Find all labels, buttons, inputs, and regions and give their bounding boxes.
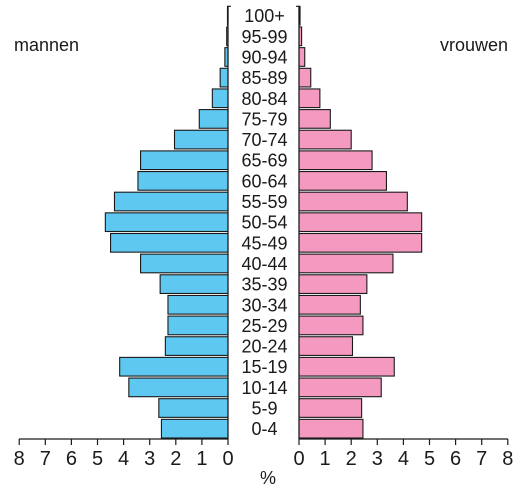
bar-vrouwen-15-19 [298,356,395,377]
left-tick-label-2: 2 [170,448,181,470]
age-label-75-79: 75-79 [241,109,287,129]
left-tick-label-4: 4 [118,448,129,470]
bar-mannen-45-49 [110,232,229,253]
right-tick-label-6: 6 [450,448,461,470]
right-tick-label-1: 1 [320,448,331,470]
right-side-label: vrouwen [440,35,508,55]
age-label-80-84: 80-84 [241,89,287,109]
age-label-65-69: 65-69 [241,151,287,171]
axes: 0 01 12 23 34 45 56 67 78 8 [14,5,513,470]
right-tick-label-5: 5 [424,448,435,470]
bar-mannen-40-44 [140,253,229,274]
bar-vrouwen-75-79 [298,109,331,129]
x-axis-unit-label: % [260,468,276,488]
right-tick-label-2: 2 [346,448,357,470]
age-label-0-4: 0-4 [251,419,277,439]
left-tick-label-1: 1 [196,448,207,470]
bar-vrouwen-70-74 [298,129,352,150]
bar-mannen-25-29 [167,315,229,336]
age-label-20-24: 20-24 [241,337,287,357]
age-label-35-39: 35-39 [241,275,287,295]
bar-mannen-85-89 [219,67,229,88]
bar-mannen-20-24 [164,336,229,356]
age-label-15-19: 15-19 [241,357,287,377]
left-tick-label-0: 0 [222,448,233,470]
bar-vrouwen-55-59 [298,191,408,212]
bar-mannen-0-4 [160,418,229,439]
age-label-85-89: 85-89 [241,68,287,88]
bar-vrouwen-25-29 [298,315,364,336]
bar-vrouwen-20-24 [298,336,354,356]
right-tick-label-4: 4 [398,448,409,470]
bar-mannen-30-34 [167,294,229,315]
left-tick-label-8: 8 [14,448,25,470]
age-label-10-14: 10-14 [241,378,287,398]
age-label-50-54: 50-54 [241,213,287,233]
age-label-60-64: 60-64 [241,171,287,191]
bar-vrouwen-65-69 [298,150,373,171]
bar-vrouwen-85-89 [298,67,312,88]
bar-mannen-35-39 [159,274,229,294]
right-tick-label-8: 8 [502,448,513,470]
bar-mannen-15-19 [119,356,229,377]
bar-vrouwen-5-9 [298,398,363,418]
age-label-95-99: 95-99 [241,27,287,47]
bar-mannen-50-54 [104,212,229,233]
left-tick-label-3: 3 [144,448,155,470]
age-label-5-9: 5-9 [251,399,277,419]
bar-mannen-55-59 [113,191,229,212]
bar-vrouwen-0-4 [298,418,364,439]
left-tick-label-5: 5 [92,448,103,470]
age-labels: 0-45-910-1415-1920-2425-2930-3435-3940-4… [241,6,287,439]
left-tick-label-6: 6 [66,448,77,470]
bar-mannen-60-64 [137,171,229,191]
bar-mannen-80-84 [211,88,229,109]
right-tick-label-3: 3 [372,448,383,470]
bar-vrouwen-80-84 [298,88,321,109]
bar-vrouwen-30-34 [298,294,361,315]
left-side-label: mannen [14,35,79,55]
bar-vrouwen-50-54 [298,212,423,233]
age-label-55-59: 55-59 [241,192,287,212]
right-tick-label-7: 7 [476,448,487,470]
bar-mannen-5-9 [158,398,229,418]
bar-vrouwen-90-94 [298,47,306,67]
bar-vrouwen-10-14 [298,377,382,398]
bar-mannen-70-74 [173,129,229,150]
age-label-25-29: 25-29 [241,316,287,336]
right-tick-label-0: 0 [293,448,304,470]
bar-vrouwen-45-49 [298,232,423,253]
bar-mannen-10-14 [128,377,229,398]
age-label-45-49: 45-49 [241,233,287,253]
age-label-90-94: 90-94 [241,47,287,67]
age-label-70-74: 70-74 [241,130,287,150]
bar-vrouwen-40-44 [298,253,394,274]
bar-vrouwen-35-39 [298,274,368,294]
age-label-100+: 100+ [244,6,285,26]
bar-vrouwen-60-64 [298,171,387,191]
vrouwen-bars [298,5,423,439]
age-label-40-44: 40-44 [241,254,287,274]
age-label-30-34: 30-34 [241,295,287,315]
left-tick-label-7: 7 [40,448,51,470]
bar-mannen-75-79 [198,109,229,129]
bar-mannen-65-69 [140,150,229,171]
mannen-bars [104,5,229,439]
